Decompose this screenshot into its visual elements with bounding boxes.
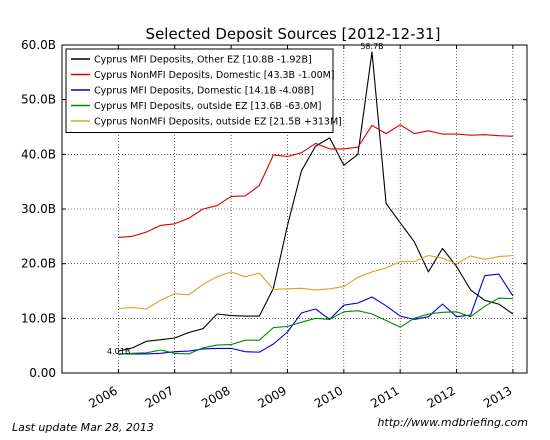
x-tick-label: 2008 <box>199 383 232 410</box>
series-line-3 <box>118 297 513 355</box>
series-line-0 <box>118 51 514 352</box>
x-tick-label: 2012 <box>425 383 458 410</box>
last-update-text: Last update Mar 28, 2013 <box>12 421 154 434</box>
x-tick-label: 2010 <box>312 383 345 410</box>
y-tick-label: 20.0B <box>21 257 56 271</box>
y-tick-label: 60.0B <box>21 38 56 52</box>
x-tick-label: 2007 <box>143 383 176 410</box>
legend-entry: Cyprus MFI Deposits, Other EZ [10.8B -1.… <box>94 55 312 66</box>
legend-entry: Cyprus NonMFI Deposits, outside EZ [21.5… <box>94 117 342 128</box>
series-line-4 <box>118 254 513 310</box>
x-tick-label: 2013 <box>481 383 514 410</box>
chart-title: Selected Deposit Sources [2012-12-31] <box>146 25 441 43</box>
y-tick-label: 0.00 <box>29 366 56 380</box>
x-tick-label: 2009 <box>256 383 289 410</box>
x-tick-label: 2011 <box>368 383 401 410</box>
annotation-label: 4.01B <box>107 347 130 356</box>
series-layer <box>118 51 514 355</box>
y-tick-label: 40.0B <box>21 147 56 161</box>
y-tick-label: 50.0B <box>21 93 56 107</box>
series-line-1 <box>118 124 513 238</box>
x-tick-label: 2006 <box>86 383 119 410</box>
legend-entry: Cyprus NonMFI Deposits, Domestic [43.3B … <box>94 70 335 81</box>
y-tick-label: 10.0B <box>21 311 56 325</box>
series-line-2 <box>118 273 514 355</box>
legend-entry: Cyprus MFI Deposits, Domestic [14.1B -4.… <box>94 86 314 97</box>
y-tick-label: 30.0B <box>21 202 56 216</box>
legend: Cyprus MFI Deposits, Other EZ [10.8B -1.… <box>65 48 342 133</box>
legend-box <box>65 48 334 133</box>
annotation-label: 58.7B <box>360 42 383 51</box>
legend-entry: Cyprus MFI Deposits, outside EZ [13.6B -… <box>94 101 321 112</box>
annotation-layer: 58.7B 4.01B <box>107 42 384 356</box>
source-url-text: http://www.mdbriefing.com <box>377 416 528 429</box>
